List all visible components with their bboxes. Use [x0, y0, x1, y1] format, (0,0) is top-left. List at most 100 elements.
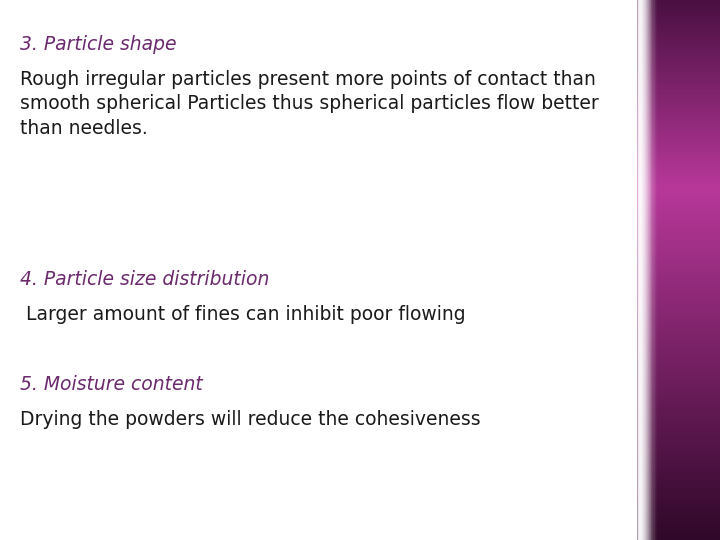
Bar	[637, 500, 720, 502]
Bar	[637, 227, 720, 230]
Bar	[637, 261, 720, 264]
Bar	[637, 181, 720, 184]
Bar	[637, 306, 720, 308]
Bar	[637, 3, 720, 6]
Bar	[637, 0, 639, 540]
Bar	[643, 0, 646, 540]
Bar	[646, 0, 648, 540]
Bar	[637, 477, 720, 480]
Bar	[637, 253, 720, 256]
Bar	[647, 0, 649, 540]
Bar	[637, 139, 720, 142]
Bar	[637, 159, 720, 162]
Bar	[637, 170, 720, 172]
Bar	[656, 0, 659, 540]
Bar	[637, 164, 720, 166]
Bar	[637, 104, 720, 106]
Bar	[637, 449, 720, 452]
Bar	[637, 127, 720, 130]
Bar	[637, 133, 720, 136]
Bar	[637, 43, 720, 46]
Bar	[637, 525, 720, 528]
Bar	[637, 176, 720, 178]
Bar	[637, 420, 720, 422]
Bar	[637, 218, 720, 220]
Bar	[637, 205, 720, 208]
Bar	[637, 454, 720, 456]
Bar	[637, 489, 720, 492]
Bar	[637, 259, 720, 262]
Bar	[637, 57, 720, 60]
Bar	[637, 122, 720, 124]
Text: 5. Moisture content: 5. Moisture content	[20, 375, 203, 394]
Bar	[637, 150, 720, 152]
Bar	[637, 113, 720, 116]
Bar	[637, 423, 720, 426]
Bar	[637, 346, 720, 348]
Bar	[637, 429, 720, 432]
Bar	[637, 529, 720, 532]
Bar	[656, 0, 658, 540]
Bar	[637, 463, 720, 466]
Bar	[637, 523, 720, 526]
Bar	[637, 111, 720, 114]
Bar	[637, 287, 720, 290]
Bar	[637, 340, 720, 342]
Bar	[637, 70, 720, 72]
Bar	[637, 110, 720, 112]
Bar	[637, 247, 720, 250]
Bar	[637, 97, 720, 100]
Text: 3. Particle shape: 3. Particle shape	[20, 35, 176, 54]
Bar	[637, 409, 720, 412]
Bar	[637, 185, 720, 188]
Bar	[637, 329, 720, 332]
Bar	[637, 388, 720, 390]
Bar	[637, 292, 720, 294]
Bar	[637, 19, 720, 22]
Bar	[637, 87, 720, 90]
Bar	[637, 30, 720, 32]
Bar	[637, 455, 720, 458]
Bar	[644, 0, 647, 540]
Bar	[637, 252, 720, 254]
Bar	[637, 435, 720, 438]
Bar	[637, 491, 720, 494]
Bar	[637, 334, 720, 336]
Bar	[637, 37, 720, 40]
Bar	[641, 0, 643, 540]
Bar	[637, 411, 720, 414]
Bar	[637, 39, 720, 42]
Bar	[637, 59, 720, 62]
Bar	[637, 195, 720, 198]
Bar	[637, 357, 720, 360]
Bar	[637, 31, 720, 34]
Bar	[637, 219, 720, 222]
Bar	[637, 508, 720, 510]
Bar	[637, 93, 720, 96]
Bar	[637, 91, 720, 94]
Bar	[637, 303, 720, 306]
Bar	[637, 381, 720, 384]
Bar	[637, 16, 720, 18]
Bar	[647, 0, 649, 540]
Bar	[637, 138, 720, 140]
Bar	[637, 415, 720, 418]
Bar	[637, 511, 720, 514]
Bar	[637, 107, 720, 110]
Bar	[637, 161, 720, 164]
Bar	[637, 343, 720, 346]
Bar	[637, 485, 720, 488]
Bar	[637, 503, 720, 506]
Bar	[637, 480, 720, 482]
Bar	[637, 431, 720, 434]
Bar	[637, 400, 720, 402]
Bar	[637, 369, 720, 372]
Bar	[637, 84, 720, 86]
Bar	[637, 22, 720, 24]
Bar	[637, 471, 720, 474]
Bar	[637, 375, 720, 378]
Bar	[637, 73, 720, 76]
Bar	[637, 360, 720, 362]
Bar	[637, 23, 720, 26]
Bar	[637, 462, 720, 464]
